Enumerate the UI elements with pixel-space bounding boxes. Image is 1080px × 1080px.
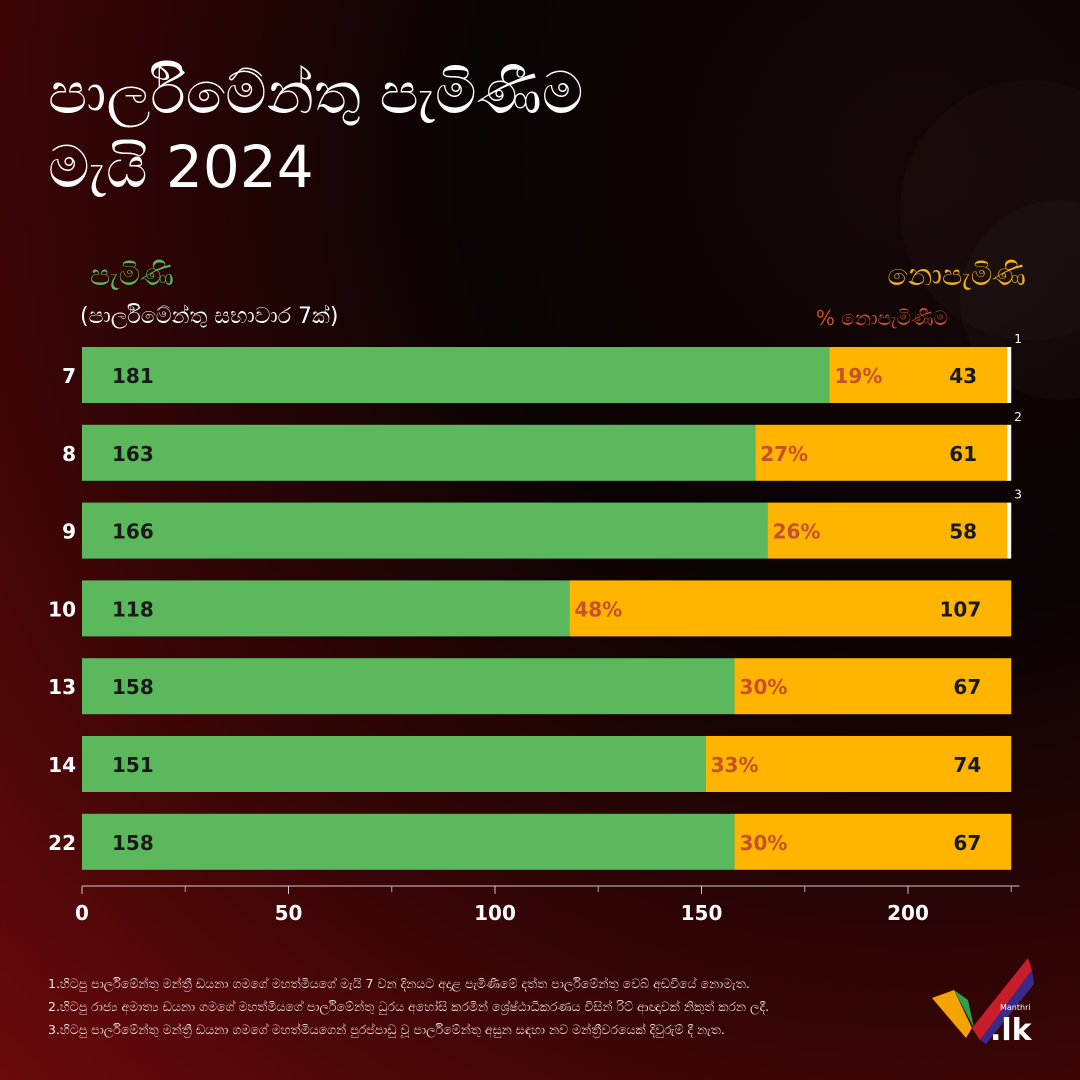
value-attended: 181: [112, 364, 154, 388]
bar-absent: [829, 347, 1008, 403]
bar-absent: [734, 813, 1012, 870]
footnote-marker: 3: [1014, 488, 1022, 502]
value-attended: 158: [112, 831, 154, 855]
value-absent: 74: [953, 753, 981, 777]
value-absent: 58: [949, 520, 977, 544]
bar-attended: [82, 813, 735, 870]
x-tick-label: 0: [75, 901, 89, 925]
bar-absent: [705, 736, 1012, 792]
percent-absent: 48%: [574, 597, 622, 621]
bar-marker: [1007, 502, 1012, 559]
bar-attended: [82, 347, 830, 403]
bar-absent: [767, 502, 1008, 559]
legend-attended: පැමිණි: [90, 258, 174, 293]
x-tick-label: 50: [275, 901, 303, 925]
x-tick-label: 200: [887, 901, 929, 925]
percent-absent: 19%: [835, 364, 883, 388]
category-label: 10: [48, 597, 76, 621]
percent-absent: 27%: [760, 442, 808, 466]
bar-absent: [734, 658, 1012, 715]
manthri-logo-icon: Manthri .lk: [932, 958, 1034, 1045]
value-attended: 158: [112, 675, 154, 699]
percent-absent: 26%: [773, 520, 821, 544]
percent-absent: 30%: [740, 831, 788, 855]
bar-attended: [82, 658, 735, 715]
page-title: පාර්ලිමේන්තු පැමිණීම මැයි 2024: [48, 56, 583, 204]
legend-absent: නොපැමිණි: [887, 258, 1026, 293]
category-label: 9: [62, 520, 76, 544]
value-absent: 107: [940, 597, 982, 621]
category-label: 14: [48, 753, 76, 777]
bar-absent: [569, 580, 1012, 637]
value-attended: 118: [112, 597, 154, 621]
title-line-1: පාර්ලිමේන්තු පැමිණීම: [48, 59, 584, 127]
bar-attended: [82, 424, 756, 481]
value-absent: 67: [953, 831, 981, 855]
footnote-1: 1.හිටපු පාර්ලිමේන්තු මන්ත්‍රී ඩයනා ගමගේ …: [48, 976, 750, 991]
value-absent: 43: [949, 364, 977, 388]
footnote-3: 3.හිටපු පාර්ලිමේන්තු මන්ත්‍රී ඩයනා ගමගේ …: [48, 1022, 725, 1037]
footnote-2: 2.හිටපු රාජ්‍ය අමාත්‍ය ඩයනා ගමගේ මහත්මිය…: [48, 999, 770, 1014]
percent-absent: 30%: [740, 675, 788, 699]
bar-attended: [82, 502, 768, 559]
attendance-bar-chart: 7 1 181 19% 43 8 2 163 27% 61 9 3 166 26% 58 10 118 48% 10…: [48, 332, 1022, 925]
category-label: 22: [48, 831, 76, 855]
x-tick-label: 150: [681, 901, 723, 925]
percent-absent: 33%: [711, 753, 759, 777]
x-tick-label: 100: [474, 901, 516, 925]
logo-small-text: Manthri: [1000, 1003, 1031, 1012]
bar-attended: [82, 580, 570, 637]
value-attended: 166: [112, 520, 154, 544]
value-absent: 67: [953, 675, 981, 699]
category-label: 8: [62, 442, 76, 466]
footnote-marker: 1: [1014, 332, 1022, 346]
legend-absent-percent: % නොපැමිණීම: [815, 306, 948, 330]
value-absent: 61: [949, 442, 977, 466]
bar-attended: [82, 736, 706, 792]
bar-absent: [755, 424, 1008, 481]
footnotes: 1.හිටපු පාර්ලිමේන්තු මන්ත්‍රී ඩයනා ගමගේ …: [48, 972, 948, 1041]
value-attended: 151: [112, 753, 154, 777]
value-attended: 163: [112, 442, 154, 466]
title-line-2: මැයි 2024: [48, 133, 314, 201]
bar-marker: [1007, 347, 1012, 403]
category-label: 7: [62, 364, 76, 388]
legend-attended-sub: (පාර්ලිමේන්තු සභාවාර 7ක්): [80, 304, 339, 329]
logo-big-text: .lk: [990, 1013, 1033, 1045]
footnote-marker: 2: [1014, 410, 1022, 424]
bar-marker: [1007, 424, 1012, 481]
category-label: 13: [48, 675, 76, 699]
